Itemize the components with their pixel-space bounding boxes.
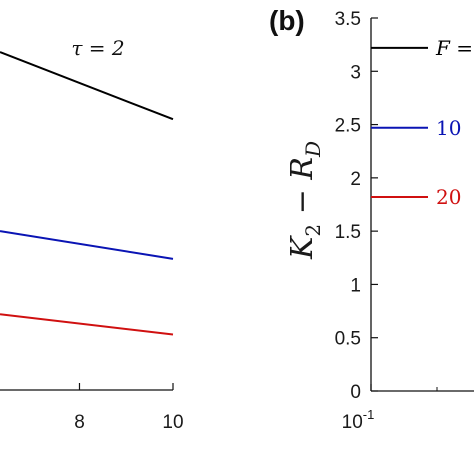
series-line xyxy=(0,51,174,121)
y-tick-label: 3.5 xyxy=(335,9,361,30)
panel-b-y-ticks: 0 0.5 1 1.5 2 2.5 3 3.5 xyxy=(335,9,378,403)
panel-a-x-ticks: 8 10 xyxy=(74,383,184,433)
series-label: F = xyxy=(435,36,473,60)
panel-b-x-ticks: 10-1 xyxy=(342,384,438,433)
series-line xyxy=(0,313,174,336)
panel-b-series: F = 10 20 xyxy=(371,36,473,209)
y-tick-label: 3 xyxy=(350,62,361,83)
panel-b-label: (b) xyxy=(269,5,305,36)
y-tick-label: 1 xyxy=(350,275,361,296)
series-label: 20 xyxy=(436,185,461,209)
x-tick-label: 10 xyxy=(162,412,183,433)
panel-a-title: τ = 2 xyxy=(71,36,124,60)
y-tick-label: 0.5 xyxy=(335,329,361,350)
x-tick-label: 8 xyxy=(74,412,85,433)
panel-a-series xyxy=(0,51,174,336)
series-label: 10 xyxy=(436,116,461,140)
x-tick-label: 10-1 xyxy=(342,407,375,433)
y-tick-label: 1.5 xyxy=(335,222,361,243)
y-tick-label: 2 xyxy=(350,169,361,190)
series-line xyxy=(0,230,174,260)
y-tick-label: 0 xyxy=(350,382,361,403)
y-axis-title: K2 − RD xyxy=(285,141,325,260)
y-tick-label: 2.5 xyxy=(335,116,361,137)
panel-a: τ = 2 8 10 xyxy=(0,36,184,433)
panel-b: (b) K2 − RD 0 0.5 1 1.5 2 2.5 3 3.5 10-1 F = 10… xyxy=(269,5,474,433)
